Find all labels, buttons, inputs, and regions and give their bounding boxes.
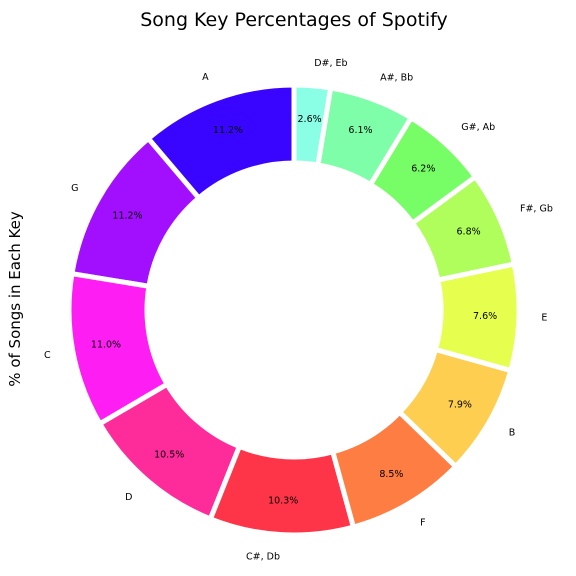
slice-label-e: E [541,313,547,324]
slice-label-c-db: C#, Db [246,552,280,563]
percent-label-e: 7.6% [473,311,497,322]
y-axis-label: % of Songs in Each Key [6,211,24,387]
percent-label-c: 11.0% [91,340,121,351]
percent-labels: 11.2% 11.2% 11.0% 10.5% 10.3% 8.5% 7.9% 7.6% 6.8… [91,114,497,506]
slice-label-d: D [125,492,132,503]
percent-label-g: 11.2% [112,210,142,221]
slice-c-db [207,443,357,538]
slice-label-b: B [509,428,516,439]
percent-label-a-bb: 6.1% [348,125,372,136]
slice-d-eb [291,82,334,168]
slice-label-g: G [71,183,78,194]
percent-label-a: 11.2% [213,125,243,136]
slice-label-a-bb: A#, Bb [380,73,413,84]
slice-label-g-ab: G#, Ab [461,122,495,133]
percent-label-f-gb: 6.8% [457,227,481,238]
percent-label-g-ab: 6.2% [411,164,435,175]
percent-label-f: 8.5% [379,469,403,480]
slice-label-f: F [420,518,425,529]
percent-label-d-eb: 2.6% [298,114,322,125]
chart-title: Song Key Percentages of Spotify [140,9,448,31]
percent-label-d: 10.5% [154,449,184,460]
slice-label-d-eb: D#, Eb [314,58,347,69]
slice-labels: A G C D C#, Db F B E F#, Gb G#, Ab A#, Bb D#, Eb [44,58,553,563]
slice-label-c: C [44,350,51,361]
percent-label-b: 7.9% [448,400,472,411]
slice-label-a: A [202,72,209,83]
slice-label-f-gb: F#, Gb [520,204,553,215]
pie-slices [66,82,522,538]
percent-label-c-db: 10.3% [268,495,298,506]
